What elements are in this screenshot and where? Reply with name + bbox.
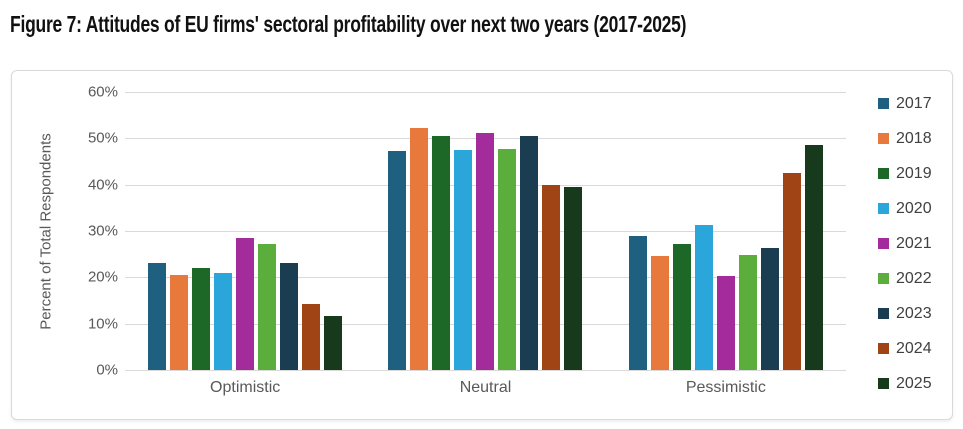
legend-label-2020: 2020 (896, 199, 932, 217)
bar-group-neutral (365, 92, 605, 370)
plot-area (125, 92, 846, 371)
legend: 2017 2018 2019 2020 2021 2022 2023 2024 2025 (878, 86, 948, 401)
legend-item-2019: 2019 (878, 156, 948, 191)
x-category-label-pessimistic: Pessimistic (685, 379, 766, 396)
bar-pessimistic-2018 (650, 256, 669, 370)
bar-neutral-2020 (454, 149, 473, 370)
legend-label-2022: 2022 (896, 269, 932, 287)
bar-neutral-2025 (564, 186, 583, 370)
x-axis-category-labels: Optimistic Neutral Pessimistic (125, 379, 846, 397)
bar-optimistic-2018 (170, 274, 189, 370)
bar-pessimistic-2021 (716, 276, 735, 370)
bar-optimistic-2019 (192, 268, 211, 370)
legend-swatch-icon-2021 (878, 238, 889, 249)
legend-item-2020: 2020 (878, 191, 948, 226)
bar-pessimistic-2017 (628, 235, 647, 370)
legend-item-2018: 2018 (878, 121, 948, 156)
legend-item-2017: 2017 (878, 86, 948, 121)
gridline-60% (125, 92, 846, 93)
bar-pessimistic-2024 (782, 173, 801, 370)
bar-optimistic-2024 (302, 303, 321, 370)
y-tick-label-20%: 20% (87, 268, 118, 286)
legend-label-2025: 2025 (896, 374, 932, 392)
legend-swatch-icon-2022 (878, 273, 889, 284)
bar-neutral-2017 (388, 150, 407, 370)
legend-label-2018: 2018 (896, 129, 932, 147)
y-tick-label-0%: 0% (96, 361, 118, 379)
legend-swatch-icon-2017 (878, 98, 889, 109)
legend-item-2021: 2021 (878, 226, 948, 261)
chart-plot-container: Percent of Total Respondents 0% 10% 20% 30%… (11, 70, 953, 420)
legend-swatch-icon-2018 (878, 133, 889, 144)
legend-swatch-icon-2023 (878, 308, 889, 319)
legend-swatch-icon-2025 (878, 378, 889, 389)
x-category-label-neutral: Neutral (459, 379, 512, 396)
bar-optimistic-2021 (236, 237, 255, 370)
bar-pessimistic-2022 (738, 255, 757, 370)
legend-label-2021: 2021 (896, 234, 932, 252)
bar-neutral-2021 (476, 133, 495, 370)
bar-neutral-2022 (498, 148, 517, 370)
legend-label-2017: 2017 (896, 94, 932, 112)
legend-item-2022: 2022 (878, 261, 948, 296)
y-axis-ticks: 0% 10% 20% 30% 40% 50% 60% (12, 84, 118, 379)
legend-swatch-icon-2024 (878, 343, 889, 354)
bar-pessimistic-2025 (804, 144, 823, 370)
bar-neutral-2024 (542, 185, 561, 370)
legend-label-2023: 2023 (896, 304, 932, 322)
bar-optimistic-2023 (280, 263, 299, 370)
legend-item-2024: 2024 (878, 331, 948, 366)
y-tick-label-60%: 60% (87, 83, 118, 101)
bar-optimistic-2022 (258, 243, 277, 370)
figure-title: Figure 7: Attitudes of EU firms' sectora… (10, 11, 687, 37)
legend-label-2024: 2024 (896, 339, 932, 357)
gridline-0% (125, 370, 846, 371)
y-tick-label-10%: 10% (87, 315, 118, 333)
bar-group-optimistic (125, 92, 365, 370)
bar-pessimistic-2020 (694, 224, 713, 370)
x-category-label-optimistic: Optimistic (210, 379, 281, 396)
legend-label-2019: 2019 (896, 164, 932, 182)
bar-group-pessimistic (606, 92, 846, 370)
bar-pessimistic-2019 (672, 243, 691, 370)
bar-neutral-2019 (432, 136, 451, 370)
bar-optimistic-2020 (214, 272, 233, 370)
y-tick-label-30%: 30% (87, 222, 118, 240)
bar-neutral-2018 (410, 128, 429, 370)
y-tick-label-50%: 50% (87, 129, 118, 147)
legend-item-2023: 2023 (878, 296, 948, 331)
bar-optimistic-2025 (324, 316, 343, 370)
bar-pessimistic-2023 (760, 247, 779, 370)
legend-swatch-icon-2020 (878, 203, 889, 214)
legend-swatch-icon-2019 (878, 168, 889, 179)
bar-neutral-2023 (520, 136, 539, 370)
legend-item-2025: 2025 (878, 366, 948, 401)
y-tick-label-40%: 40% (87, 176, 118, 194)
bar-groups (125, 92, 846, 370)
bar-optimistic-2017 (148, 263, 167, 370)
